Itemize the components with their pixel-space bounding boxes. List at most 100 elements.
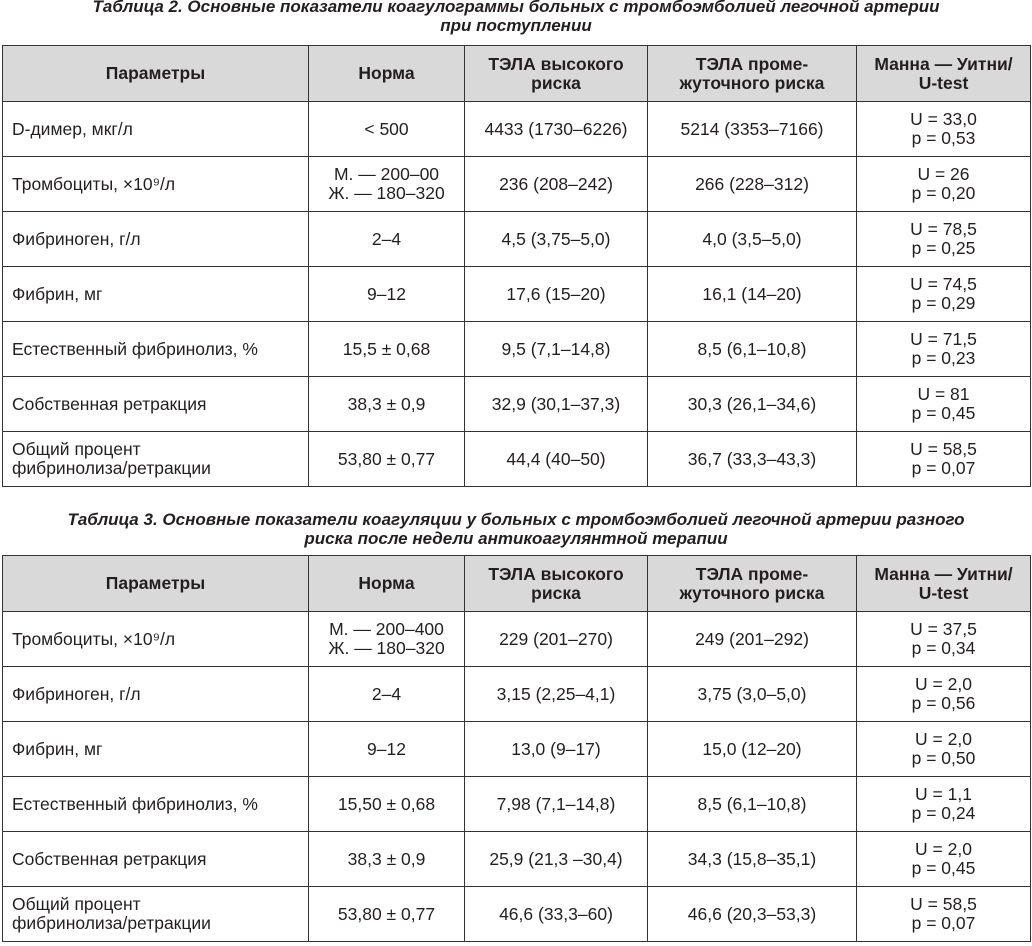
param-line1: Естественный фибринолиз, % <box>12 338 258 359</box>
mid-risk-value: 3,75 (3,0–5,0) <box>697 683 807 704</box>
param-line1: Собственная ретракция <box>12 393 207 414</box>
cell-mid: 266 (228–312) <box>647 156 857 212</box>
param-line1: Собственная ретракция <box>12 848 207 869</box>
table-row: Естественный фибринолиз, % 15,50 ± 0,68 7,… <box>2 776 1031 832</box>
high-risk-value: 44,4 (40–50) <box>506 448 606 469</box>
table2-header-row: Параметры Норма ТЭЛА высокого риска ТЭЛА… <box>2 45 1031 102</box>
high-risk-value: 13,0 (9–17) <box>511 738 601 759</box>
cell-norm: 53,80 ± 0,77 <box>308 886 465 942</box>
param-line1: Естественный фибринолиз, % <box>12 793 258 814</box>
mid-risk-value: 15,0 (12–20) <box>702 738 802 759</box>
table-row: Собственная ретракция 38,3 ± 0,9 32,9 (30,… <box>2 376 1031 432</box>
p-value: р = 0,53 <box>911 128 976 148</box>
p-value: р = 0,20 <box>911 183 976 203</box>
table3-header-mann-whitney: Манна — Уитни/ U-test <box>856 555 1031 612</box>
p-value: р = 0,29 <box>911 293 976 313</box>
cell-norm: < 500 <box>308 101 465 157</box>
cell-mid: 8,5 (6,1–10,8) <box>647 776 857 832</box>
mid-risk-value: 8,5 (6,1–10,8) <box>697 338 807 359</box>
cell-mid: 5214 (3353–7166) <box>647 101 857 157</box>
mid-risk-value: 266 (228–312) <box>695 173 809 194</box>
high-risk-value: 7,98 (7,1–14,8) <box>496 793 616 814</box>
cell-test: U = 2,0 р = 0,50 <box>856 721 1031 777</box>
p-value: р = 0,25 <box>911 238 976 258</box>
p-value: р = 0,23 <box>911 348 976 368</box>
norm-line1: 38,3 ± 0,9 <box>347 393 426 414</box>
table-row: Фибрин, мг 9–12 13,0 (9–17) 15,0 (12–20) U =… <box>2 721 1031 777</box>
table2-caption-line2: при поступлении <box>440 16 592 35</box>
cell-param: Фибрин, мг <box>2 721 309 777</box>
p-value: р = 0,45 <box>911 403 976 423</box>
high-risk-value: 4433 (1730–6226) <box>484 118 628 139</box>
cell-test: U = 2,0 р = 0,56 <box>856 666 1031 722</box>
high-risk-value: 25,9 (21,3 –30,4) <box>489 848 623 869</box>
u-value: U = 1,1 <box>915 784 972 804</box>
cell-norm: 15,5 ± 0,68 <box>308 321 465 377</box>
p-value: р = 0,07 <box>911 913 976 933</box>
u-value: U = 78,5 <box>910 219 977 239</box>
cell-param: Тромбоциты, ×10⁹/л <box>2 156 309 212</box>
u-value: U = 58,5 <box>910 894 977 914</box>
cell-high: 236 (208–242) <box>464 156 648 212</box>
cell-param: Фибрин, мг <box>2 266 309 322</box>
cell-param: Общий процент фибринолиза/ретракции <box>2 886 309 942</box>
u-value: U = 74,5 <box>910 274 977 294</box>
high-risk-value: 46,6 (33,3–60) <box>499 903 613 924</box>
param-line1: Фибриноген, г/л <box>12 683 141 704</box>
cell-high: 9,5 (7,1–14,8) <box>464 321 648 377</box>
cell-mid: 36,7 (33,3–43,3) <box>647 431 857 487</box>
param-line2: фибринолиза/ретракции <box>12 913 211 933</box>
cell-norm: М. — 200–00 Ж. — 180–320 <box>308 156 465 212</box>
cell-mid: 30,3 (26,1–34,6) <box>647 376 857 432</box>
u-value: U = 71,5 <box>910 329 977 349</box>
cell-norm: 38,3 ± 0,9 <box>308 831 465 887</box>
table3: Параметры Норма ТЭЛА высокого риска ТЭЛА… <box>2 555 1031 942</box>
table-row: D-димер, мкг/л < 500 4433 (1730–6226) 5214 … <box>2 101 1031 157</box>
cell-test: U = 71,5 р = 0,23 <box>856 321 1031 377</box>
cell-mid: 4,0 (3,5–5,0) <box>647 211 857 267</box>
cell-norm: 2–4 <box>308 666 465 722</box>
param-line1: Тромбоциты, ×10⁹/л <box>12 173 176 194</box>
u-value: U = 58,5 <box>910 439 977 459</box>
table2: Параметры Норма ТЭЛА высокого риска ТЭЛА… <box>2 45 1031 487</box>
mid-risk-value: 4,0 (3,5–5,0) <box>702 228 802 249</box>
table3-header-mid-risk: ТЭЛА проме- жуточного риска <box>647 555 857 612</box>
mid-risk-value: 8,5 (6,1–10,8) <box>697 793 807 814</box>
u-value: U = 2,0 <box>915 674 972 694</box>
cell-test: U = 1,1 р = 0,24 <box>856 776 1031 832</box>
table3-caption: Таблица 3. Основные показатели коагуляци… <box>0 510 1032 548</box>
param-line1: Тромбоциты, ×10⁹/л <box>12 628 176 649</box>
table-row: Естественный фибринолиз, % 15,5 ± 0,68 9,5… <box>2 321 1031 377</box>
cell-high: 4433 (1730–6226) <box>464 101 648 157</box>
param-line1: Общий процент <box>12 439 141 459</box>
cell-param: Собственная ретракция <box>2 376 309 432</box>
table2-header-mann-whitney: Манна — Уитни/ U-test <box>856 45 1031 102</box>
norm-line1: 2–4 <box>371 683 402 704</box>
u-value: U = 33,0 <box>910 109 977 129</box>
high-risk-value: 32,9 (30,1–37,3) <box>491 393 621 414</box>
table-row: Тромбоциты, ×10⁹/л М. — 200–400 Ж. — 180–3… <box>2 611 1031 667</box>
cell-norm: 38,3 ± 0,9 <box>308 376 465 432</box>
p-value: р = 0,56 <box>911 693 976 713</box>
cell-test: U = 33,0 р = 0,53 <box>856 101 1031 157</box>
u-value: U = 37,5 <box>910 619 977 639</box>
table3-caption-line1: Таблица 3. Основные показатели коагуляци… <box>67 510 965 529</box>
u-value: U = 2,0 <box>915 839 972 859</box>
cell-mid: 34,3 (15,8–35,1) <box>647 831 857 887</box>
norm-line1: < 500 <box>364 118 409 139</box>
cell-test: U = 26 р = 0,20 <box>856 156 1031 212</box>
cell-test: U = 58,5 р = 0,07 <box>856 431 1031 487</box>
u-value: U = 81 <box>917 384 970 404</box>
cell-norm: М. — 200–400 Ж. — 180–320 <box>308 611 465 667</box>
high-risk-value: 4,5 (3,75–5,0) <box>501 228 611 249</box>
norm-line1: 15,5 ± 0,68 <box>342 338 431 359</box>
cell-test: U = 37,5 р = 0,34 <box>856 611 1031 667</box>
table2-header-norm: Норма <box>308 45 465 102</box>
table2-caption-line1: Таблица 2. Основные показатели коагулогр… <box>92 0 940 16</box>
cell-high: 44,4 (40–50) <box>464 431 648 487</box>
table3-header-param: Параметры <box>2 555 309 612</box>
high-risk-value: 229 (201–270) <box>499 628 613 649</box>
norm-line1: 15,50 ± 0,68 <box>337 793 436 814</box>
mid-risk-value: 5214 (3353–7166) <box>680 118 824 139</box>
table-row: Общий процент фибринолиза/ретракции 53,80 … <box>2 431 1031 487</box>
